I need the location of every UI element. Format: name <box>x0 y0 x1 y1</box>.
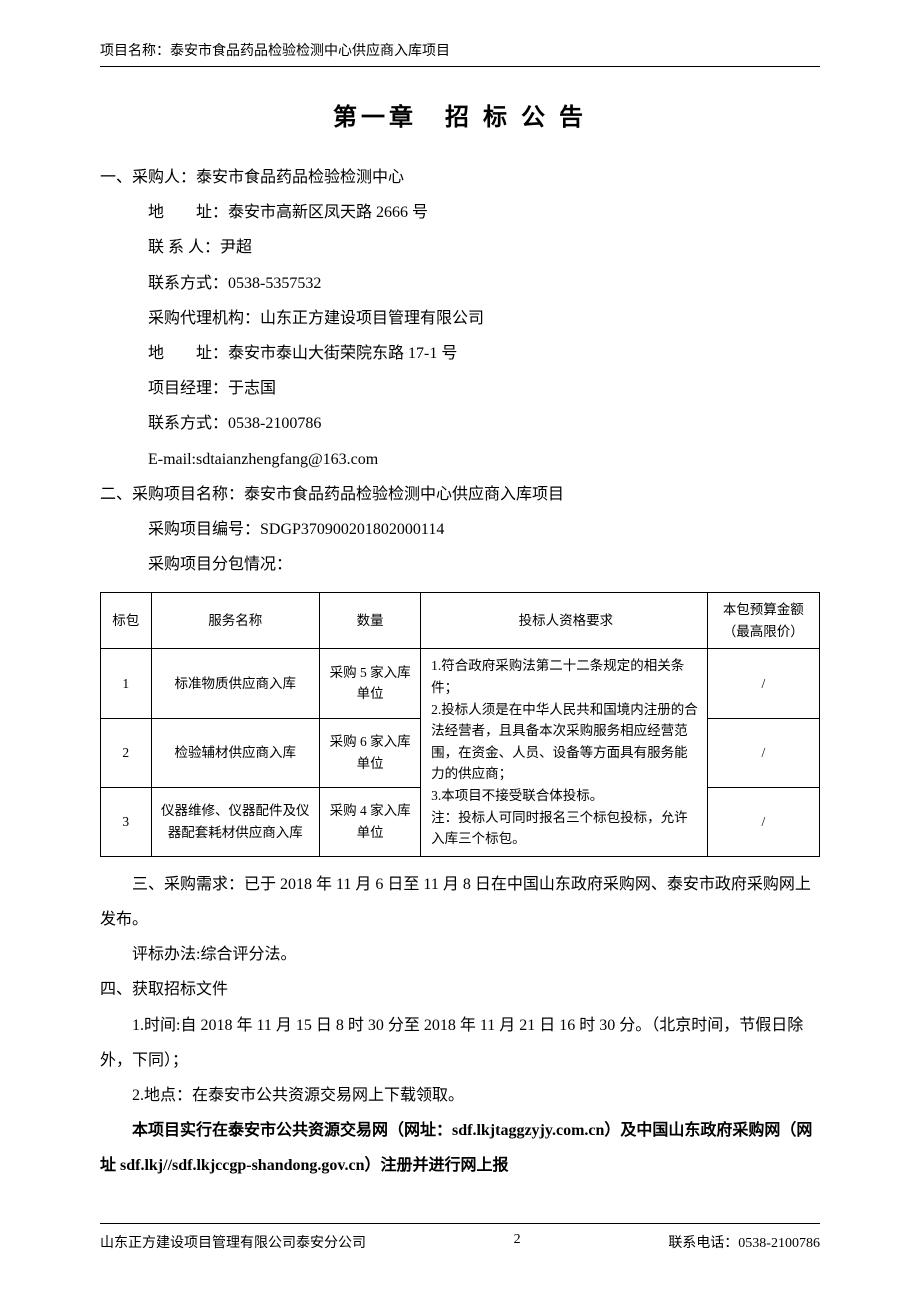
section3-p2: 评标办法:综合评分法。 <box>100 937 820 972</box>
cell-qty: 采购 5 家入库单位 <box>320 649 421 718</box>
cell-budget: / <box>707 718 819 787</box>
purchaser-phone: 联系方式：0538-5357532 <box>100 266 820 301</box>
section3-p1: 三、采购需求：已于 2018 年 11 月 6 日至 11 月 8 日在中国山东… <box>100 867 820 937</box>
chapter-title: 第一章 招 标 公 告 <box>100 97 820 132</box>
project-manager: 项目经理：于志国 <box>100 371 820 406</box>
cell-bp: 1 <box>101 649 152 718</box>
project-split: 采购项目分包情况： <box>100 547 820 582</box>
section4-p3: 本项目实行在泰安市公共资源交易网（网址：sdf.lkjtaggzyjy.com.… <box>100 1113 820 1183</box>
purchaser-contact: 联 系 人：尹超 <box>100 230 820 265</box>
table-header-row: 标包 服务名称 数量 投标人资格要求 本包预算金额（最高限价） <box>101 593 820 649</box>
agency-address: 地 址：泰安市泰山大街荣院东路 17-1 号 <box>100 336 820 371</box>
cell-bp: 2 <box>101 718 152 787</box>
section4-title: 四、获取招标文件 <box>100 972 820 1007</box>
package-table: 标包 服务名称 数量 投标人资格要求 本包预算金额（最高限价） 1 标准物质供应… <box>100 592 820 857</box>
cell-name: 标准物质供应商入库 <box>151 649 320 718</box>
th-service-name: 服务名称 <box>151 593 320 649</box>
cell-name: 检验辅材供应商入库 <box>151 718 320 787</box>
th-quantity: 数量 <box>320 593 421 649</box>
purchaser-address: 地 址：泰安市高新区凤天路 2666 号 <box>100 195 820 230</box>
purchaser-line: 一、采购人：泰安市食品药品检验检测中心 <box>100 160 820 195</box>
th-budget: 本包预算金额（最高限价） <box>707 593 819 649</box>
page-header: 项目名称：泰安市食品药品检验检测中心供应商入库项目 <box>100 40 820 67</box>
cell-bp: 3 <box>101 787 152 856</box>
cell-budget: / <box>707 787 819 856</box>
section4-p1: 1.时间:自 2018 年 11 月 15 日 8 时 30 分至 2018 年… <box>100 1008 820 1078</box>
table-row: 1 标准物质供应商入库 采购 5 家入库单位 1.符合政府采购法第二十二条规定的… <box>101 649 820 718</box>
cell-requirements: 1.符合政府采购法第二十二条规定的相关条件； 2.投标人须是在中华人民共和国境内… <box>421 649 707 856</box>
th-requirements: 投标人资格要求 <box>421 593 707 649</box>
page-footer: 山东正方建设项目管理有限公司泰安分公司 2 联系电话：0538-2100786 <box>100 1223 820 1252</box>
project-name: 二、采购项目名称：泰安市食品药品检验检测中心供应商入库项目 <box>100 477 820 512</box>
agency-email: E-mail:sdtaianzhengfang@163.com <box>100 442 820 477</box>
cell-qty: 采购 4 家入库单位 <box>320 787 421 856</box>
footer-page-number: 2 <box>514 1232 521 1252</box>
th-package: 标包 <box>101 593 152 649</box>
footer-left: 山东正方建设项目管理有限公司泰安分公司 <box>100 1232 366 1252</box>
agency-name: 采购代理机构：山东正方建设项目管理有限公司 <box>100 301 820 336</box>
cell-budget: / <box>707 649 819 718</box>
header-project-label: 项目名称：泰安市食品药品检验检测中心供应商入库项目 <box>100 44 450 59</box>
project-code: 采购项目编号：SDGP370900201802000114 <box>100 512 820 547</box>
cell-name: 仪器维修、仪器配件及仪器配套耗材供应商入库 <box>151 787 320 856</box>
footer-right: 联系电话：0538-2100786 <box>668 1232 820 1252</box>
section4-p2: 2.地点：在泰安市公共资源交易网上下载领取。 <box>100 1078 820 1113</box>
cell-qty: 采购 6 家入库单位 <box>320 718 421 787</box>
section-project: 二、采购项目名称：泰安市食品药品检验检测中心供应商入库项目 采购项目编号：SDG… <box>100 477 820 583</box>
section-purchaser: 一、采购人：泰安市食品药品检验检测中心 地 址：泰安市高新区凤天路 2666 号… <box>100 160 820 477</box>
agency-phone: 联系方式：0538-2100786 <box>100 406 820 441</box>
